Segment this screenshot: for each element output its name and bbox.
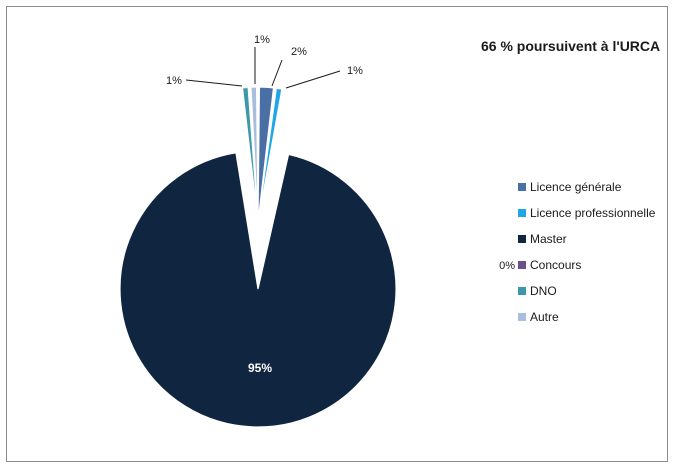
label-dno: 1% — [166, 75, 182, 87]
slice-master — [119, 152, 397, 428]
legend-swatch-dno — [518, 287, 526, 295]
leader-licence-professionnelle — [285, 70, 341, 89]
legend-label-autre: Autre — [530, 310, 559, 324]
label-master: 95% — [248, 361, 272, 375]
label-concours: 0% — [499, 260, 515, 272]
legend-swatch-concours — [518, 261, 526, 269]
slice-licence-professionnelle — [257, 87, 283, 223]
label-licence-generale: 2% — [291, 46, 307, 58]
pie-chart — [119, 86, 397, 428]
data-labels: 2% 1% 95% 1% 1% — [166, 34, 363, 375]
chart-title: 66 % poursuivent à l'URCA — [481, 38, 660, 54]
label-autre: 1% — [254, 34, 270, 46]
legend-label-dno: DNO — [530, 284, 557, 298]
legend-swatch-master — [518, 235, 526, 243]
leader-licence-generale — [271, 59, 283, 87]
slice-dno — [241, 86, 259, 223]
legend-swatch-licence-professionnelle — [518, 209, 526, 217]
legend: Licence générale Licence professionnelle M… — [499, 180, 656, 324]
leader-dno — [185, 79, 243, 87]
legend-label-concours: Concours — [530, 258, 581, 272]
legend-label-master: Master — [530, 232, 567, 246]
legend-label-licence-generale: Licence générale — [530, 180, 622, 194]
legend-label-licence-professionnelle: Licence professionnelle — [530, 206, 656, 220]
legend-swatch-autre — [518, 313, 526, 321]
label-licence-professionnelle: 1% — [347, 65, 363, 77]
slice-licence-generale — [257, 86, 275, 223]
slice-autre — [250, 86, 259, 223]
legend-swatch-licence-generale — [518, 183, 526, 191]
